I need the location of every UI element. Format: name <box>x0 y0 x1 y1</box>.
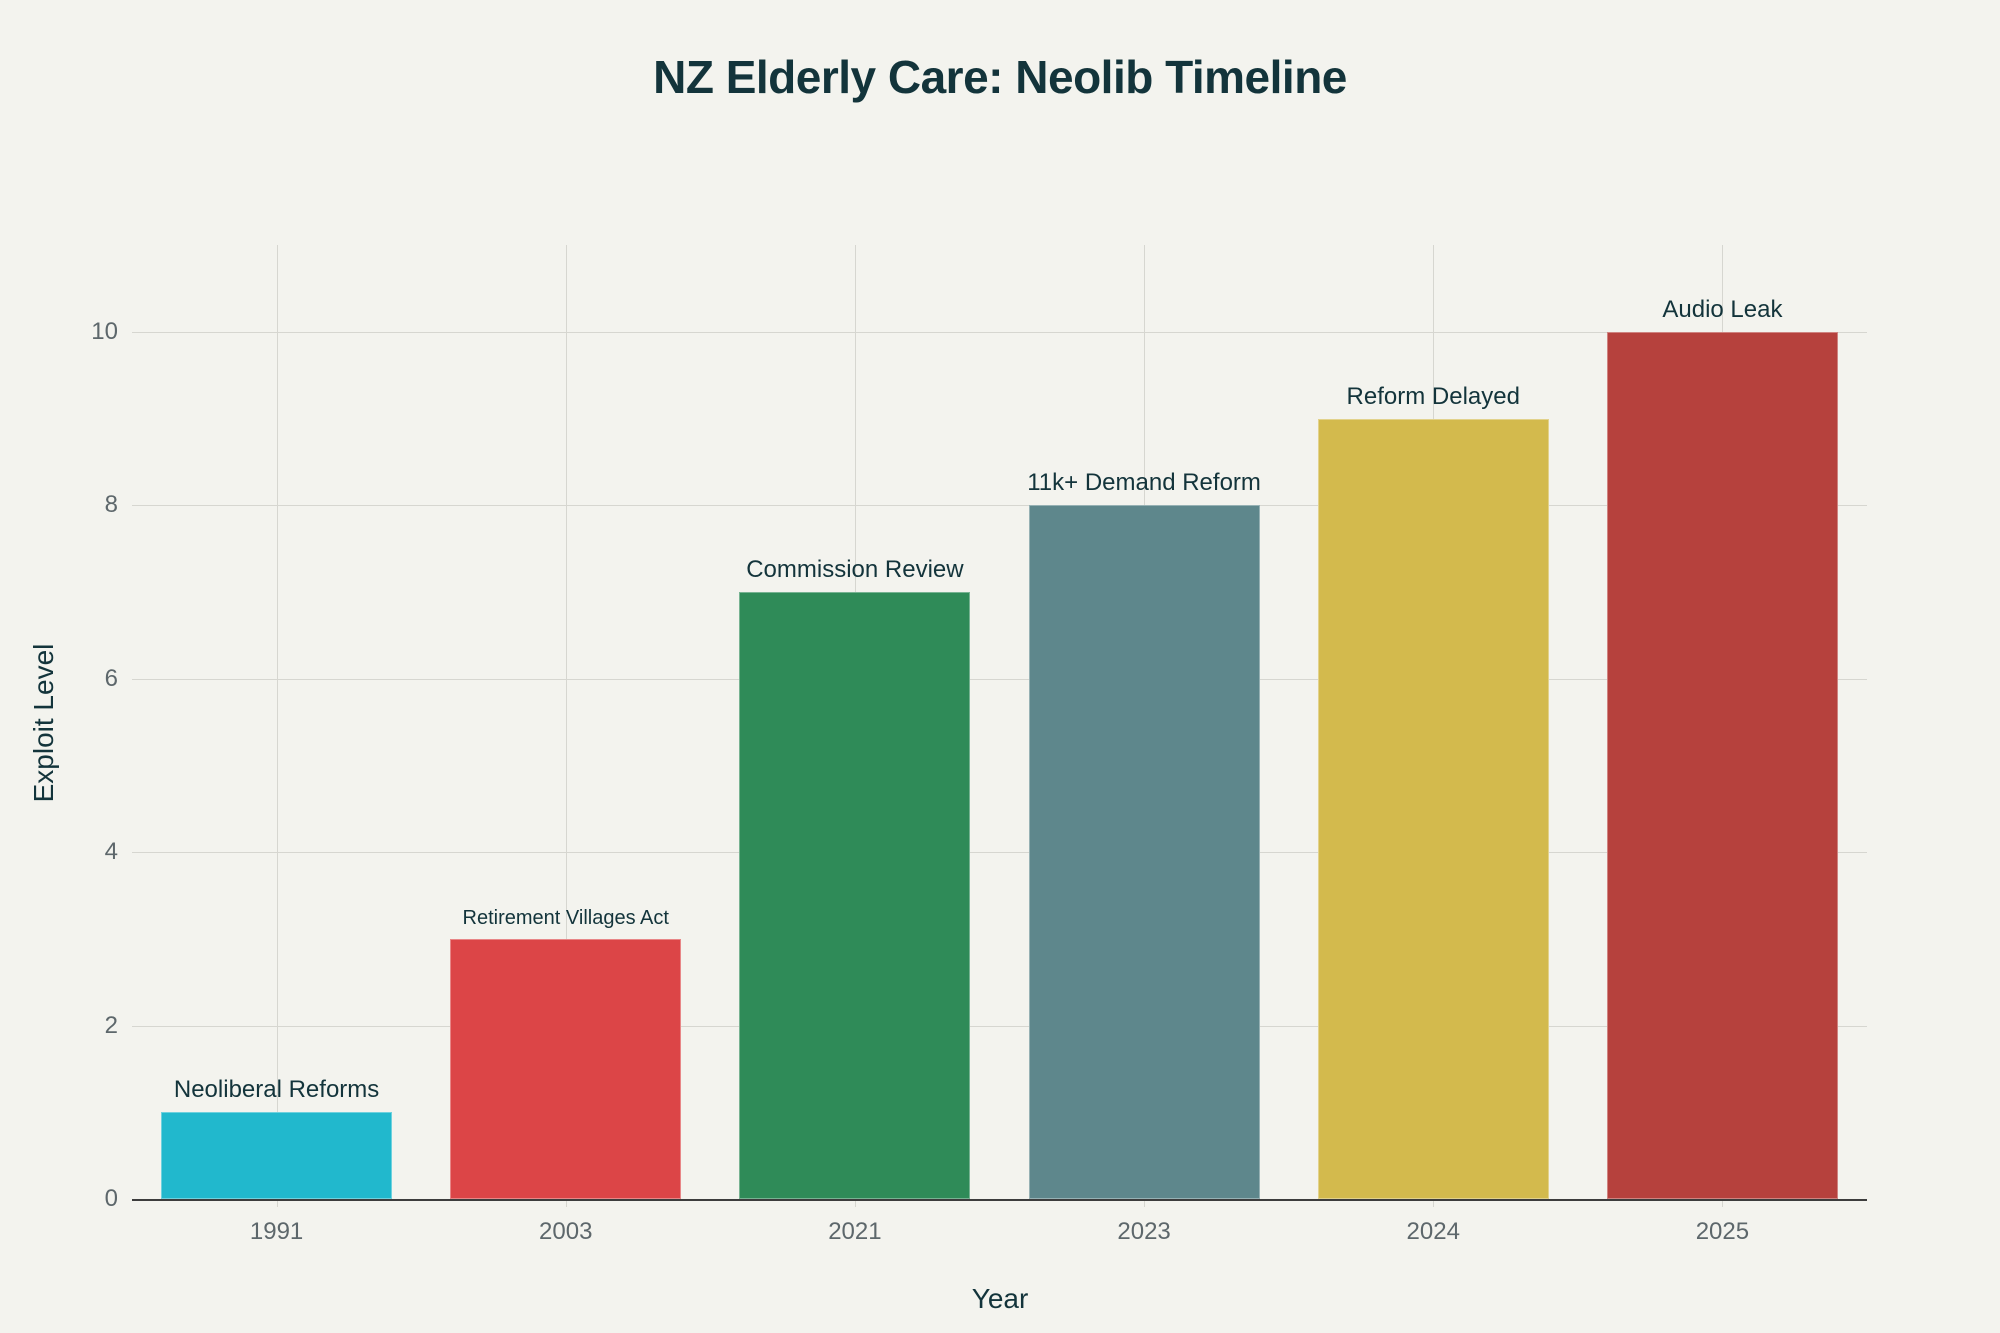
bar-annotation: Reform Delayed <box>1346 382 1520 410</box>
y-tick-label: 2 <box>104 1011 118 1039</box>
x-tick-label: 2021 <box>828 1218 882 1245</box>
x-tick-label: 2024 <box>1406 1218 1460 1245</box>
bar-2023[interactable] <box>1028 505 1260 1199</box>
y-tick-label: 0 <box>104 1185 118 1212</box>
y-axis-title: Exploit Level <box>28 643 59 803</box>
bar-1991[interactable] <box>161 1112 393 1199</box>
bar-annotation: Audio Leak <box>1662 296 1783 323</box>
bar-2021[interactable] <box>739 592 971 1199</box>
gridline-horizontal <box>132 332 1867 333</box>
x-tick-label: 2003 <box>539 1218 593 1245</box>
gridline-horizontal <box>132 505 1867 507</box>
y-tick-label: 4 <box>104 838 118 866</box>
bar-2025[interactable] <box>1606 332 1838 1199</box>
x-tick-label: 1991 <box>249 1218 304 1245</box>
bar-annotation: Retirement Villages Act <box>462 906 669 929</box>
y-tick-label: 10 <box>91 318 118 345</box>
gridline-horizontal <box>132 852 1867 854</box>
bar-annotation: 11k+ Demand Reform <box>1027 469 1261 497</box>
chart-title: NZ Elderly Care: Neolib Timeline <box>653 51 1347 103</box>
bar-2024[interactable] <box>1317 418 1549 1199</box>
y-tick-label: 6 <box>104 664 118 692</box>
plot-area <box>132 245 1867 1199</box>
x-axis-line <box>132 1199 1867 1201</box>
x-tick-label: 2023 <box>1117 1218 1171 1245</box>
gridline-vertical <box>565 245 567 1207</box>
bar-annotation: Commission Review <box>746 556 964 584</box>
bar-annotation: Neoliberal Reforms <box>173 1076 380 1104</box>
bar-2003[interactable] <box>450 938 682 1199</box>
gridline-horizontal <box>132 1025 1867 1027</box>
gridline-vertical <box>276 245 278 1207</box>
x-axis-title: Year <box>971 1283 1029 1314</box>
y-tick-label: 8 <box>104 491 118 519</box>
gridline-horizontal <box>132 678 1867 680</box>
x-tick-label: 2025 <box>1695 1218 1750 1245</box>
